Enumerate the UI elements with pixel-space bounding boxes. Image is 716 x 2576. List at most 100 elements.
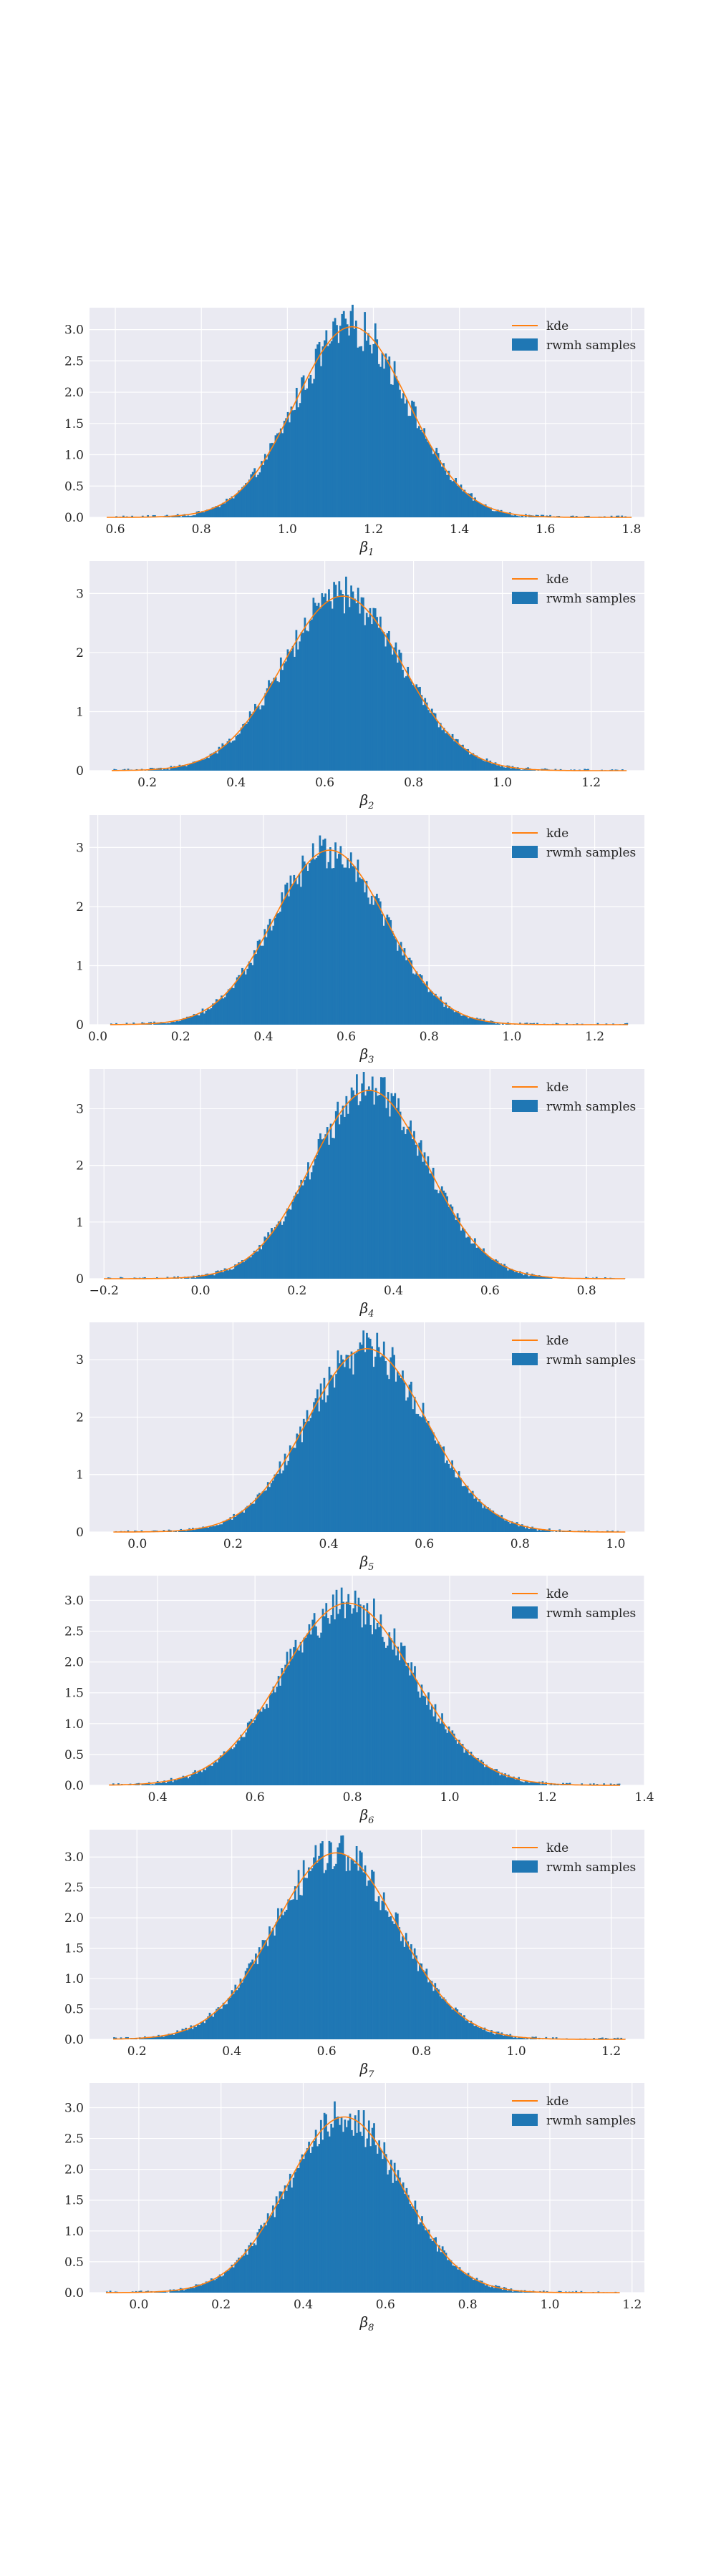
histogram-bar [186,1530,189,1532]
histogram-bar [354,1590,357,1785]
histogram-bar [200,1772,203,1785]
histogram-bar [154,769,157,771]
histogram-bar [311,383,314,517]
histogram-bar [507,512,510,517]
histogram-bar [322,597,325,771]
histogram-bar [372,1367,375,1532]
histogram-bar [205,1526,208,1532]
histogram-bar [227,1998,230,2039]
histogram-bar [158,1782,160,1785]
histogram-bar [225,744,227,771]
histogram-bar [452,2265,454,2293]
y-tick-label: 3.0 [64,1850,84,1865]
histogram-bar [333,582,336,771]
x-tick-label: 1.6 [536,522,555,537]
histogram-bar [321,1609,324,1785]
histogram-bar [183,2029,185,2039]
histogram-bar [482,1508,484,1532]
x-tick-label: 0.8 [420,1030,439,1044]
histogram-bar [208,758,210,771]
histogram-bar [296,1194,299,1279]
histogram-bar [487,1767,490,1785]
histogram-bar [376,894,378,1025]
histogram-bar [230,742,233,771]
histogram-bar [198,2284,200,2293]
histogram-bar [412,1958,415,2039]
histogram-bar [466,1485,469,1532]
x-tick-label: 1.0 [502,1030,521,1044]
histogram-bar [513,1272,516,1279]
histogram-bar [239,1511,242,1532]
histogram-bar [292,410,294,517]
histogram-bar [213,507,216,517]
histogram-bar [176,2030,179,2039]
histogram-bar [289,1649,292,1785]
x-tick-label: 0.6 [337,1030,356,1044]
histogram-bar [345,1871,348,2039]
histogram-bar [244,974,247,1025]
histogram-bar [279,911,281,1025]
histogram-bar [385,1108,388,1279]
chart-panel-8: 0.0 0.2 0.4 0.6 0.8 1.0 1.20.00.51.01.52.02.53… [64,2083,644,2333]
histogram-bar [211,753,213,771]
histogram-bar [319,1843,322,2039]
histogram-bar [495,1259,497,1279]
histogram-bar [260,1493,263,1532]
histogram-bar [442,1446,445,1532]
histogram-bar [147,2036,150,2039]
histogram-bar [218,2009,221,2039]
histogram-bar [270,2215,273,2293]
histogram-bar [238,733,241,771]
histogram-bar [514,2036,517,2039]
histogram-bar [407,666,410,771]
x-tick-label: 1.0 [493,776,512,790]
histogram-bar [371,1346,373,1532]
histogram-bar [209,753,212,771]
histogram-bar [430,1704,433,1785]
histogram-bar [410,1120,412,1279]
kde-line [104,1089,625,1279]
histogram-bar [234,1264,236,1279]
histogram-bar [222,998,225,1025]
histogram-bar [372,904,374,1025]
histogram-bar [516,2038,518,2039]
histogram-bar [163,1023,166,1025]
histogram-bar [330,2124,333,2293]
histogram-bar [432,713,435,771]
histogram-bar [200,1528,203,1532]
histogram-bar [227,499,230,517]
histogram-bar [288,1209,291,1279]
histogram-bar [319,835,321,1025]
histogram-bar [606,1530,609,1532]
histogram-bar [272,1480,274,1532]
histogram-bar [109,2290,112,2293]
y-tick-label: 3 [76,1102,84,1116]
histogram-bar [498,510,501,517]
histogram-bar [131,515,134,517]
histogram-bar [444,470,447,517]
histogram-bar [456,485,459,517]
histogram-bar [450,1009,453,1025]
histogram-bar [480,2027,483,2039]
histogram-bar [185,2027,188,2039]
histogram-bar [303,2159,305,2293]
histogram-bar [349,852,352,1025]
histogram-bar [507,1270,509,1279]
histogram-bar [451,2009,454,2039]
histogram-bar [359,1101,362,1279]
histogram-bar [203,1013,205,1025]
histogram-bar [518,516,520,517]
histogram-bar [188,2288,190,2293]
histogram-bar [283,421,286,517]
x-axis-label: β8 [359,2313,374,2333]
histogram-bar [216,505,219,517]
histogram-bar [503,767,505,771]
histogram-bar [239,2258,242,2293]
histogram-bar [337,2116,339,2293]
histogram-bar [421,2216,423,2293]
histogram-bar [278,432,281,517]
histogram-bar [287,1899,290,2039]
histogram-bar [271,1693,273,1785]
histogram-bar [446,1196,448,1279]
histogram-bar [297,1870,300,2039]
